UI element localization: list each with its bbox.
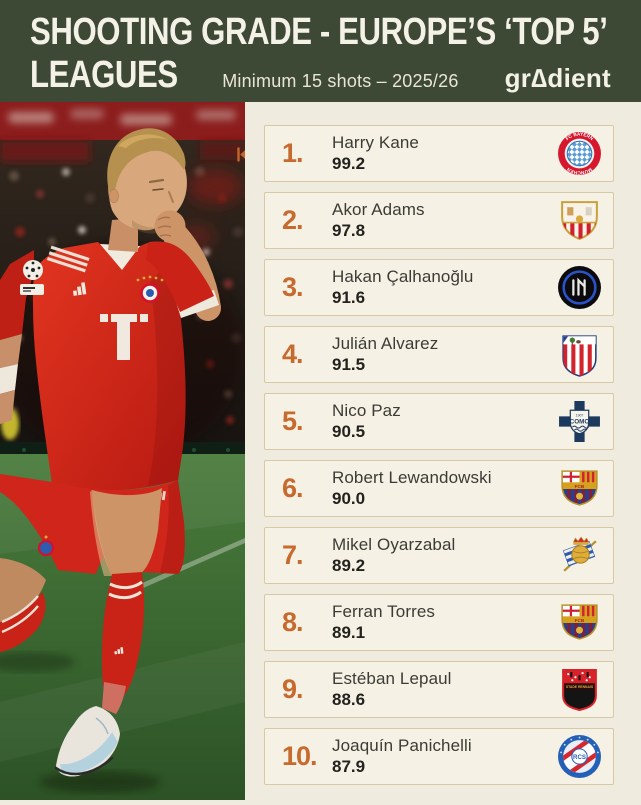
list-item-rank-4: 4. Julián Alvarez 91.5 (264, 326, 614, 383)
crest-sevilla-icon (557, 198, 602, 243)
rank-number: 2. (282, 205, 304, 235)
rank-number: 3. (282, 272, 304, 302)
list-item-rank-8: 8. Ferran Torres 89.1 (264, 594, 614, 651)
rank-number: 5. (282, 406, 304, 436)
player-name: Harry Kane (332, 133, 419, 153)
player-score: 97.8 (332, 220, 366, 240)
rank-number: 4. (282, 339, 304, 369)
svg-text:MÜNCHEN: MÜNCHEN (566, 166, 593, 175)
player-name: Akor Adams (332, 200, 425, 220)
page-title-line2: LEAGUES (30, 53, 178, 96)
player-score: 88.6 (332, 689, 366, 709)
list-item-rank-2: 2. Akor Adams 97.8 (264, 192, 614, 249)
crest-como-1907-icon: 1907 COMO (557, 399, 602, 444)
player-score: 99.2 (332, 153, 366, 173)
header: SHOOTING GRADE - EUROPE’S ‘TOP 5’ LEAGUE… (0, 0, 641, 102)
crest-ring-text-bottom: MÜNCHEN (566, 166, 593, 175)
ranking-list: 1. Harry Kane 99.2 (264, 125, 614, 795)
player-score: 91.6 (332, 287, 366, 307)
crest-initials-text: FCB (575, 618, 585, 623)
player-score: 90.5 (332, 421, 366, 441)
rank-number: 1. (282, 138, 304, 168)
player-name: Julián Alvarez (332, 334, 439, 354)
crest-club-text: COMO (570, 419, 590, 426)
player-score: 89.1 (332, 622, 366, 642)
ranking-panel: 1. Harry Kane 99.2 (245, 102, 641, 800)
list-item-rank-7: 7. Mikel Oyarzabal 89.2 (264, 527, 614, 584)
crest-atletico-madrid-icon (557, 332, 602, 377)
rank-number: 9. (282, 674, 304, 704)
crest-bayern-munich-icon: FC BAYERN MÜNCHEN (557, 131, 602, 176)
crest-fc-barcelona-icon: FCB (557, 600, 602, 645)
player-name: Estéban Lepaul (332, 669, 452, 689)
svg-text:FC BAYERN: FC BAYERN (565, 132, 595, 142)
crest-initials-text: FCB (575, 484, 585, 489)
crest-year-text: 1907 (576, 413, 584, 417)
list-item-rank-3: 3. Hakan Çalhanoğlu 91.6 (264, 259, 614, 316)
player-name: Mikel Oyarzabal (332, 535, 456, 555)
player-score: 90.0 (332, 488, 366, 508)
player-name: Joaquín Panichelli (332, 736, 472, 756)
player-score: 87.9 (332, 756, 366, 776)
rank-number: 7. (282, 540, 304, 570)
subtitle: Minimum 15 shots – 2025/26 (222, 70, 459, 91)
crest-inter-milan-icon (557, 265, 602, 310)
crest-monogram-text: RCS (573, 754, 586, 761)
crest-ring-text-top: FC BAYERN (565, 132, 595, 142)
brand-logo: gr∆dient (504, 62, 611, 93)
stadium-player-illustration (0, 102, 245, 800)
list-item-rank-9: 9. Estéban Lepaul 88.6 (264, 661, 614, 718)
player-name: Ferran Torres (332, 602, 436, 622)
crest-stade-rennais-icon: STADE RENNAIS (557, 667, 602, 712)
crest-real-sociedad-icon (557, 533, 602, 578)
list-item-rank-5: 5. Nico Paz 90.5 1907 COMO (264, 393, 614, 450)
rank-number: 6. (282, 473, 304, 503)
rank-number: 10. (282, 741, 318, 771)
crest-fc-barcelona-icon: FCB (557, 466, 602, 511)
crest-rc-strasbourg-icon: RCS (557, 734, 602, 779)
player-name: Nico Paz (332, 401, 401, 421)
page-title-line1: SHOOTING GRADE - EUROPE’S ‘TOP 5’ (30, 11, 608, 53)
list-item-rank-1: 1. Harry Kane 99.2 (264, 125, 614, 182)
rank-number: 8. (282, 607, 304, 637)
player-name: Hakan Çalhanoğlu (332, 267, 474, 287)
player-name: Robert Lewandowski (332, 468, 492, 488)
list-item-rank-10: 10. Joaquín Panichelli 87.9 (264, 728, 614, 785)
hero-photo (0, 102, 245, 800)
crest-band-text: STADE RENNAIS (566, 685, 594, 689)
player-score: 91.5 (332, 354, 366, 374)
player-score: 89.2 (332, 555, 366, 575)
list-item-rank-6: 6. Robert Lewandowski 90.0 (264, 460, 614, 517)
